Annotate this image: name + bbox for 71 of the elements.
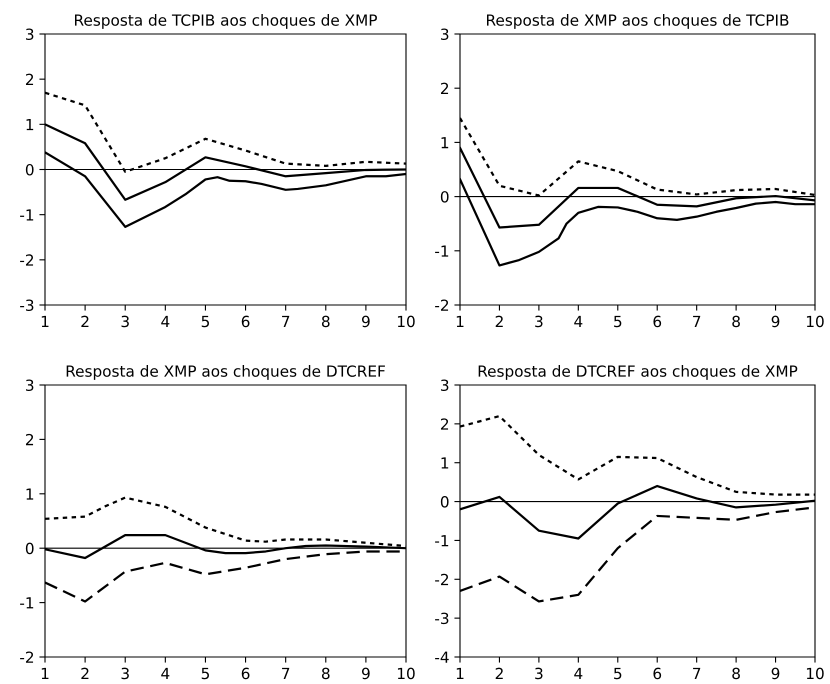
y-tick-label: 3 [441,28,448,40]
x-tick-label: 7 [693,316,700,328]
x-tick-label: 7 [693,668,700,680]
x-tick-label: 8 [322,316,330,328]
x-tick-label: 9 [772,668,780,680]
x-tick-label: 5 [614,668,622,680]
x-tick-label: 9 [362,668,370,680]
x-tick-label: 6 [242,316,250,328]
y-tick-label: -1 [20,209,34,220]
y-tick-label: 3 [26,379,34,392]
x-tick-label: 10 [806,668,824,680]
x-tick-label: 10 [398,668,415,680]
chart-title: Resposta de DTCREF aos choques de XMP [478,365,798,380]
x-tick-label: 3 [535,668,543,680]
x-tick-label: 5 [202,668,209,680]
y-tick-label: 2 [26,74,34,85]
y-tick-label: 0 [440,496,449,508]
x-tick-label: 1 [456,316,464,328]
y-tick-label: -1 [435,535,448,546]
y-tick-label: 0 [26,164,34,176]
x-tick-label: 6 [653,316,662,328]
y-tick-label: 0 [440,191,449,203]
x-tick-label: 6 [242,668,250,680]
x-tick-label: 9 [772,316,780,328]
y-tick-label: 1 [442,457,448,469]
y-tick-label: 3 [26,28,34,40]
y-tick-label: -2 [435,574,448,586]
x-tick-label: 7 [282,668,290,680]
y-tick-label: -3 [435,612,448,624]
x-tick-label: 8 [732,316,740,328]
x-tick-label: 5 [614,316,622,328]
y-tick-label: 0 [26,542,34,554]
x-tick-label: 1 [42,316,48,328]
x-tick-label: 7 [282,316,290,328]
y-tick-label: 3 [441,379,448,392]
x-tick-label: 4 [574,668,582,680]
x-tick-label: 10 [398,316,415,328]
y-tick-label: 2 [26,434,34,446]
x-tick-label: 2 [496,668,503,680]
x-tick-label: 10 [806,316,824,328]
x-tick-label: 8 [322,668,330,680]
x-tick-label: 6 [653,668,662,680]
x-tick-label: 4 [161,668,170,680]
y-tick-label: -1 [20,597,34,608]
y-tick-label: 2 [440,418,448,430]
y-tick-label: -2 [20,254,34,266]
x-tick-label: 5 [202,316,209,328]
x-tick-label: 1 [456,668,464,680]
x-tick-label: 2 [81,668,88,680]
y-tick-label: -3 [20,299,34,312]
y-tick-label: 1 [442,137,448,148]
y-tick-label: -4 [435,652,449,663]
y-tick-label: 1 [26,488,34,500]
chart-title: Resposta de XMP aos choques de TCPIB [487,14,788,29]
y-tick-label: -2 [435,299,448,311]
x-tick-label: 2 [81,316,88,328]
chart-title: Resposta de XMP aos choques de DTCREF [66,365,385,380]
x-tick-label: 8 [732,668,740,680]
x-tick-label: 1 [42,668,48,680]
x-tick-label: 2 [496,316,503,328]
y-tick-label: 2 [440,82,448,94]
y-tick-label: -2 [20,651,34,663]
x-tick-label: 9 [362,316,370,328]
x-tick-label: 4 [574,316,582,328]
y-tick-label: 1 [26,119,34,130]
x-tick-label: 4 [161,316,170,328]
x-tick-label: 3 [122,316,129,328]
y-tick-label: -1 [435,245,448,257]
x-tick-label: 3 [122,668,129,680]
chart-title: Resposta de TCPIB aos choques de XMP [75,14,377,29]
x-tick-label: 3 [535,316,543,328]
